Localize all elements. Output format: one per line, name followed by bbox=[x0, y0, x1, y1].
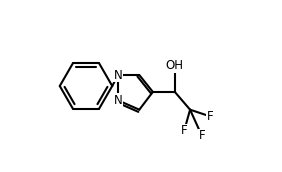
Text: F: F bbox=[181, 124, 188, 137]
Text: N: N bbox=[114, 68, 123, 82]
Text: F: F bbox=[199, 129, 205, 142]
Text: OH: OH bbox=[166, 59, 184, 72]
Text: F: F bbox=[207, 110, 214, 123]
Text: N: N bbox=[114, 94, 123, 107]
